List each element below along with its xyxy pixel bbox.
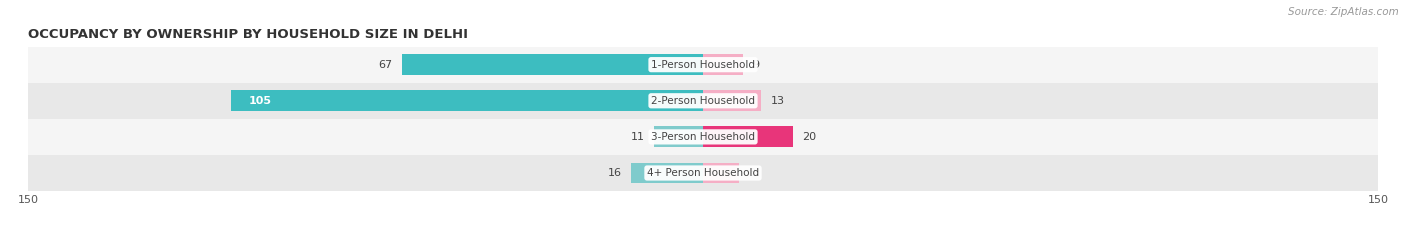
Bar bbox=[703, 90, 762, 111]
Text: 105: 105 bbox=[249, 96, 271, 106]
Bar bbox=[402, 54, 703, 75]
Text: 20: 20 bbox=[801, 132, 815, 142]
Text: 1-Person Household: 1-Person Household bbox=[651, 60, 755, 70]
Text: 3-Person Household: 3-Person Household bbox=[651, 132, 755, 142]
Bar bbox=[631, 163, 703, 183]
Text: Source: ZipAtlas.com: Source: ZipAtlas.com bbox=[1288, 7, 1399, 17]
Bar bbox=[703, 127, 793, 147]
Bar bbox=[703, 54, 744, 75]
Bar bbox=[28, 83, 1378, 119]
Bar bbox=[231, 90, 703, 111]
Text: 2-Person Household: 2-Person Household bbox=[651, 96, 755, 106]
Text: 11: 11 bbox=[630, 132, 644, 142]
Bar bbox=[28, 155, 1378, 191]
Text: 13: 13 bbox=[770, 96, 785, 106]
Bar bbox=[703, 163, 740, 183]
Bar bbox=[654, 127, 703, 147]
Text: 8: 8 bbox=[748, 168, 755, 178]
Text: 4+ Person Household: 4+ Person Household bbox=[647, 168, 759, 178]
Text: 67: 67 bbox=[378, 60, 392, 70]
Text: OCCUPANCY BY OWNERSHIP BY HOUSEHOLD SIZE IN DELHI: OCCUPANCY BY OWNERSHIP BY HOUSEHOLD SIZE… bbox=[28, 28, 468, 41]
Text: 9: 9 bbox=[752, 60, 759, 70]
Text: 16: 16 bbox=[607, 168, 621, 178]
Bar bbox=[28, 119, 1378, 155]
Bar bbox=[28, 47, 1378, 83]
